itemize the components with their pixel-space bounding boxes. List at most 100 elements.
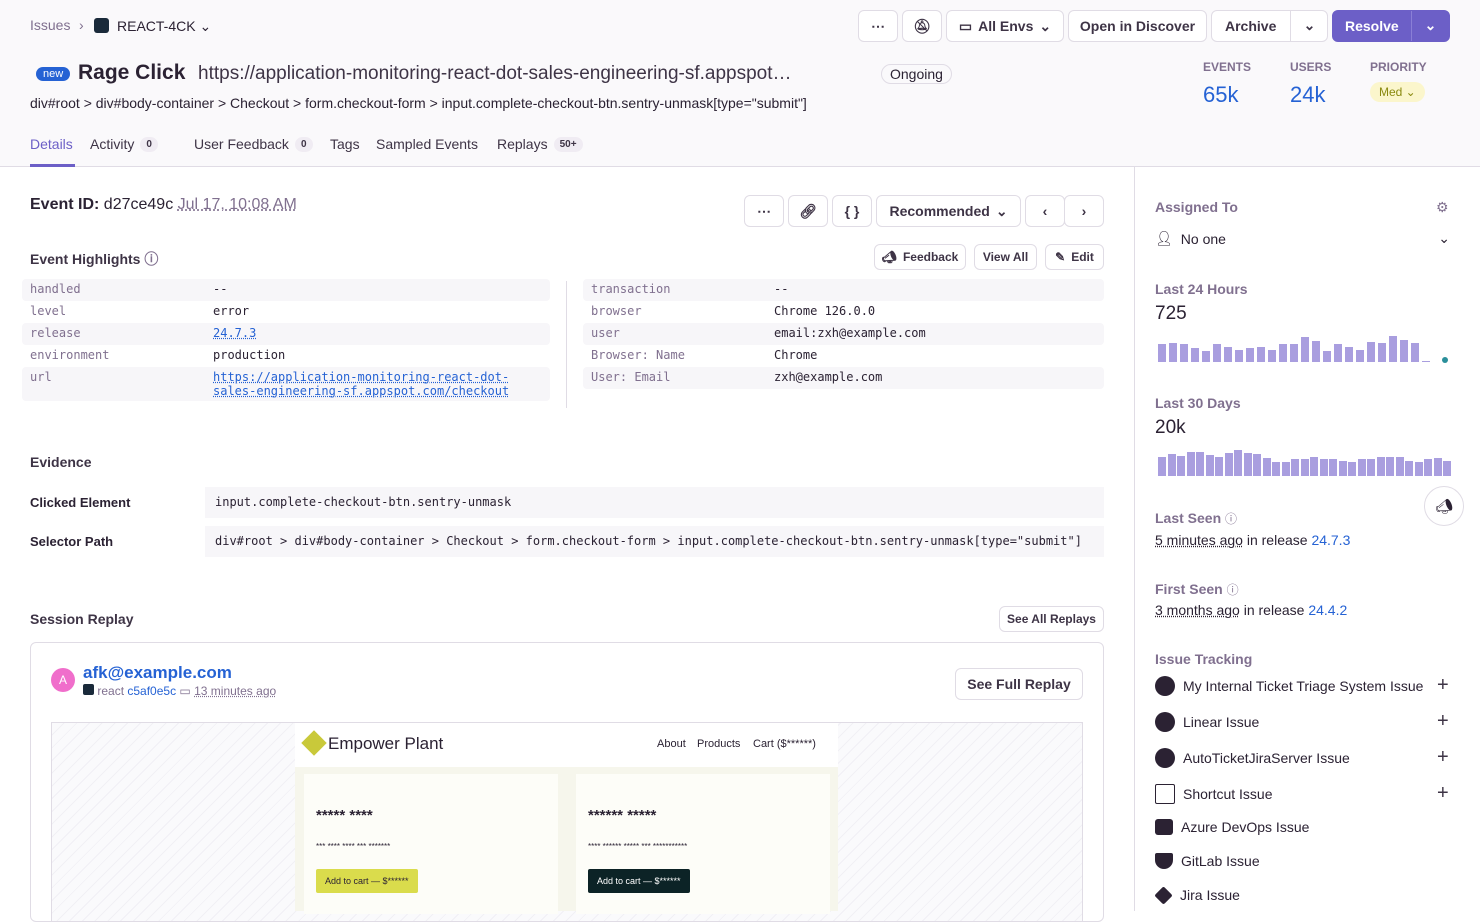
tab-activity[interactable]: Activity 0 — [90, 136, 158, 152]
tracking-item[interactable]: Shortcut Issue — [1155, 784, 1273, 804]
tracking-item[interactable]: GitLab Issue — [1155, 853, 1260, 869]
env-dropdown[interactable]: ▭ All Envs ⌄ — [946, 10, 1064, 42]
spark-bar — [1235, 350, 1243, 362]
replay-time: 13 minutes ago — [194, 684, 277, 698]
tracking-label: Linear Issue — [1183, 714, 1260, 730]
tab-tags[interactable]: Tags — [330, 136, 360, 152]
next-event-button[interactable]: › — [1064, 195, 1104, 227]
issue-selector-path: div#root > div#body-container > Checkout… — [30, 95, 807, 111]
spark-bar — [1323, 351, 1331, 362]
last-24-hours-chart[interactable] — [1158, 334, 1430, 362]
assignee-dropdown[interactable]: 👤︎ No one ⌄ — [1155, 230, 1450, 247]
tracking-item[interactable]: My Internal Ticket Triage System Issue — [1155, 676, 1423, 696]
tab-label: Details — [30, 136, 73, 152]
site-nav-cart: Cart ($******) — [753, 738, 816, 750]
breadcrumb-issues[interactable]: Issues — [30, 17, 71, 33]
tab-user-feedback[interactable]: User Feedback 0 — [194, 136, 313, 152]
resolve-label: Resolve — [1345, 18, 1399, 34]
session-replay-title: Session Replay — [30, 611, 134, 627]
spark-bar — [1376, 456, 1385, 476]
highlight-value[interactable]: 24.7.3 — [213, 326, 257, 340]
spark-bar — [1205, 455, 1214, 476]
spark-bar — [1224, 452, 1233, 476]
event-id-label: Event ID: — [30, 196, 100, 213]
users-label: USERS — [1290, 60, 1332, 74]
gear-icon[interactable]: ⚙ — [1436, 199, 1449, 215]
tracking-item[interactable]: Jira Issue — [1154, 885, 1240, 905]
highlights-divider — [566, 281, 567, 408]
spark-bar — [1196, 452, 1204, 476]
open-in-discover-button[interactable]: Open in Discover — [1068, 10, 1207, 42]
azure-devops-icon — [1155, 819, 1173, 835]
view-all-button[interactable]: View All — [974, 244, 1037, 270]
first-seen-release[interactable]: 24.4.2 — [1308, 602, 1348, 618]
highlight-value: error — [213, 304, 250, 318]
last-seen-release[interactable]: 24.7.3 — [1311, 532, 1351, 548]
spark-bar — [1312, 341, 1320, 362]
json-button[interactable]: { } — [832, 195, 872, 227]
resolve-button[interactable]: Resolve ⌄ — [1332, 10, 1450, 42]
resolve-dropdown[interactable]: ⌄ — [1411, 11, 1449, 41]
replay-user[interactable]: afk@example.com — [83, 663, 232, 682]
highlight-row: environment production — [22, 345, 550, 367]
archive-button[interactable]: Archive ⌄ — [1211, 10, 1328, 42]
spark-bar — [1290, 344, 1298, 362]
tab-details[interactable]: Details — [30, 136, 73, 152]
product-title: ****** ***** — [588, 807, 657, 824]
mute-button[interactable]: 🔕︎ — [902, 10, 942, 42]
spark-bar — [1158, 457, 1166, 476]
spark-bar — [1400, 340, 1408, 362]
copy-link-button[interactable]: 🔗︎ — [788, 195, 828, 227]
replay-release[interactable]: c5af0e5c — [127, 684, 177, 698]
breadcrumb-project[interactable]: REACT-4CK ⌄ — [117, 18, 212, 34]
tracking-label: GitLab Issue — [1181, 853, 1260, 869]
tab-sampled-events[interactable]: Sampled Events — [376, 136, 478, 152]
bell-off-icon: 🔕︎ — [913, 17, 931, 34]
megaphone-icon: 📣︎ — [1435, 498, 1453, 514]
release-marker[interactable] — [1442, 357, 1448, 363]
see-all-replays-button[interactable]: See All Replays — [999, 606, 1104, 632]
recommended-dropdown[interactable]: Recommended ⌄ — [876, 195, 1021, 227]
megaphone-icon: 📣︎ — [881, 250, 897, 264]
first-seen-time: 3 months ago — [1155, 602, 1240, 618]
see-full-replay-button[interactable]: See Full Replay — [955, 668, 1083, 700]
spark-bar — [1334, 344, 1342, 362]
edit-button[interactable]: ✎ Edit — [1045, 244, 1104, 270]
events-count[interactable]: 65k — [1203, 82, 1239, 107]
archive-dropdown[interactable]: ⌄ — [1290, 11, 1328, 41]
tracking-item[interactable]: AutoTicketJiraServer Issue — [1155, 748, 1350, 768]
clicked-element-label: Clicked Element — [30, 495, 131, 510]
highlight-value: production — [213, 348, 286, 362]
issue-title: Rage Click — [78, 61, 186, 84]
spark-bar — [1191, 348, 1199, 362]
tracking-item[interactable]: Azure DevOps Issue — [1155, 819, 1309, 835]
last-seen-title: Last Seen — [1155, 510, 1222, 526]
add-icon[interactable]: + — [1437, 782, 1449, 804]
last-30-days-chart[interactable] — [1158, 448, 1451, 476]
feedback-button[interactable]: 📣︎ Feedback — [874, 244, 966, 270]
highlight-value[interactable]: https://application-monitoring-react-dot… — [213, 370, 510, 398]
previous-event-button[interactable]: ‹ — [1025, 195, 1065, 227]
add-icon[interactable]: + — [1437, 674, 1449, 696]
last-seen-mid: in release — [1246, 532, 1308, 548]
github-icon — [1155, 748, 1175, 768]
highlight-key: Browser: Name — [591, 348, 685, 362]
spark-bar — [1357, 458, 1366, 476]
feedback-widget-button[interactable]: 📣︎ — [1424, 486, 1464, 526]
last-seen-time: 5 minutes ago — [1155, 532, 1243, 548]
more-button[interactable]: ⋯ — [858, 10, 898, 42]
tab-replays[interactable]: Replays 50+ — [497, 136, 583, 152]
tracking-item[interactable]: Linear Issue — [1155, 712, 1259, 732]
highlight-value: Chrome — [774, 348, 818, 362]
highlight-key: environment — [30, 348, 110, 362]
users-count[interactable]: 24k — [1290, 82, 1326, 107]
tracking-label: Jira Issue — [1180, 887, 1240, 903]
add-icon[interactable]: + — [1437, 710, 1449, 732]
event-more-button[interactable]: ⋯ — [744, 195, 784, 227]
priority-dropdown[interactable]: Med ⌄ — [1370, 82, 1425, 102]
tab-count: 0 — [140, 136, 158, 152]
spark-bar — [1213, 344, 1221, 362]
highlight-value: zxh@example.com — [774, 370, 883, 384]
spark-bar — [1243, 452, 1252, 476]
add-icon[interactable]: + — [1437, 746, 1449, 768]
